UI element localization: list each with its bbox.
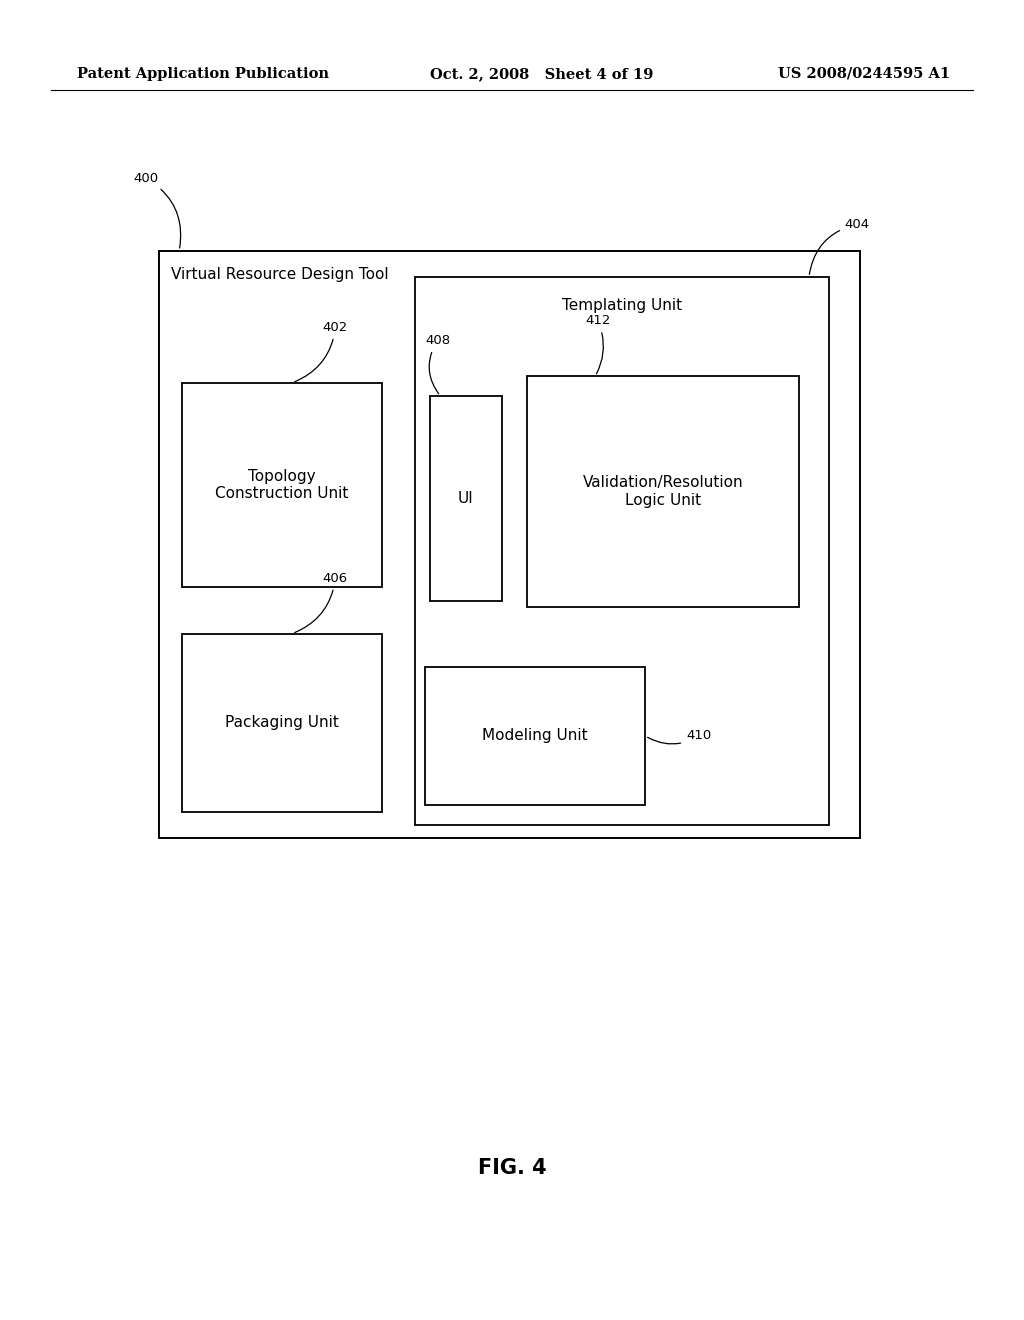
Text: FIG. 4: FIG. 4 xyxy=(477,1158,547,1179)
Text: 410: 410 xyxy=(647,730,712,744)
Text: Packaging Unit: Packaging Unit xyxy=(225,715,339,730)
Text: 408: 408 xyxy=(425,334,451,393)
Text: Oct. 2, 2008   Sheet 4 of 19: Oct. 2, 2008 Sheet 4 of 19 xyxy=(430,67,653,81)
Text: 406: 406 xyxy=(295,572,348,632)
Text: Modeling Unit: Modeling Unit xyxy=(482,729,588,743)
Text: Templating Unit: Templating Unit xyxy=(562,298,682,313)
Text: 412: 412 xyxy=(585,314,610,374)
Text: Patent Application Publication: Patent Application Publication xyxy=(77,67,329,81)
Text: UI: UI xyxy=(458,491,474,506)
Bar xyxy=(159,251,860,838)
Text: 402: 402 xyxy=(295,321,348,381)
Text: Validation/Resolution
Logic Unit: Validation/Resolution Logic Unit xyxy=(583,475,743,508)
Text: Virtual Resource Design Tool: Virtual Resource Design Tool xyxy=(171,267,389,281)
Text: US 2008/0244595 A1: US 2008/0244595 A1 xyxy=(778,67,950,81)
Bar xyxy=(182,383,382,587)
Bar xyxy=(430,396,502,601)
Text: Topology
Construction Unit: Topology Construction Unit xyxy=(215,469,349,502)
Bar xyxy=(527,376,799,607)
Bar xyxy=(425,667,645,805)
Bar xyxy=(182,634,382,812)
Text: 400: 400 xyxy=(133,172,180,248)
Text: 404: 404 xyxy=(809,218,870,275)
Bar xyxy=(415,277,829,825)
